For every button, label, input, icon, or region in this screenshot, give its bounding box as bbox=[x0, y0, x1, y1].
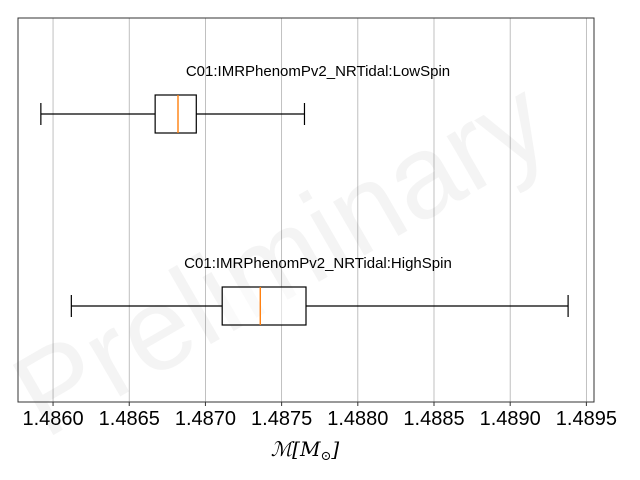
x-tick-label: 1.4895 bbox=[556, 408, 617, 430]
box-series-2: C01:IMRPhenomPv2_NRTidal:HighSpin bbox=[70, 255, 569, 326]
x-tick-label: 1.4865 bbox=[99, 408, 160, 430]
grid-layer bbox=[52, 18, 587, 402]
box-layer: C01:IMRPhenomPv2_NRTidal:LowSpin C01:IMRP… bbox=[40, 63, 569, 326]
plot-frame bbox=[17, 17, 595, 403]
iqr-box bbox=[154, 94, 197, 134]
x-axis-label: ℳ[M⊙] bbox=[271, 437, 340, 464]
x-tick-label: 1.4875 bbox=[251, 408, 312, 430]
box-series-label: C01:IMRPhenomPv2_NRTidal:LowSpin bbox=[186, 63, 450, 80]
box-series-1: C01:IMRPhenomPv2_NRTidal:LowSpin bbox=[40, 63, 450, 134]
x-axis-label-subscript: ⊙ bbox=[320, 449, 331, 464]
x-axis-label-main: ℳ[M bbox=[271, 437, 321, 461]
iqr-box bbox=[221, 286, 307, 326]
box-series-label: C01:IMRPhenomPv2_NRTidal:HighSpin bbox=[184, 255, 452, 272]
x-tick-label: 1.4885 bbox=[403, 408, 464, 430]
x-tick-label: 1.4890 bbox=[480, 408, 541, 430]
x-axis-label-close: ] bbox=[330, 437, 339, 461]
x-tick-layer: 1.4860 1.4865 1.4870 1.4875 1.4880 1.4885 1.48… bbox=[22, 402, 617, 430]
x-tick-label: 1.4870 bbox=[175, 408, 236, 430]
x-tick-label: 1.4860 bbox=[22, 408, 83, 430]
x-tick-label: 1.4880 bbox=[327, 408, 388, 430]
